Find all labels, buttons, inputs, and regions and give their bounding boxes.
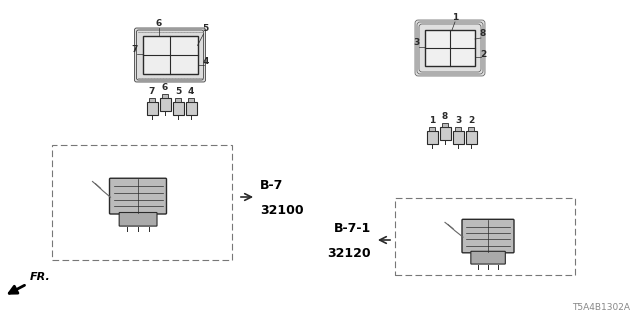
Text: 7: 7 (131, 45, 138, 54)
Text: 1: 1 (429, 116, 435, 125)
Bar (186, 101, 196, 115)
Text: 1: 1 (452, 13, 458, 22)
Text: FR.: FR. (30, 272, 51, 282)
FancyBboxPatch shape (109, 178, 166, 214)
Bar (175, 98, 181, 101)
Text: 6: 6 (156, 19, 162, 28)
Bar (440, 126, 451, 140)
Text: 5: 5 (202, 24, 209, 33)
Bar (147, 101, 157, 115)
FancyBboxPatch shape (417, 22, 483, 74)
Text: 2: 2 (480, 50, 486, 59)
Bar (452, 131, 463, 143)
Bar (162, 93, 168, 98)
FancyBboxPatch shape (471, 251, 506, 264)
Bar (143, 36, 198, 74)
Bar (425, 30, 475, 66)
Bar (188, 98, 194, 101)
Text: B-7: B-7 (260, 179, 284, 192)
FancyBboxPatch shape (136, 30, 204, 80)
Text: 2: 2 (468, 116, 474, 125)
Bar (426, 131, 438, 143)
Text: 8: 8 (442, 112, 448, 121)
Bar (149, 98, 155, 101)
FancyBboxPatch shape (419, 24, 481, 72)
Bar (442, 123, 448, 126)
Bar (52, 145, 232, 260)
Bar (455, 126, 461, 131)
FancyBboxPatch shape (119, 212, 157, 226)
Text: 7: 7 (149, 87, 155, 96)
Text: 3: 3 (455, 116, 461, 125)
Bar (159, 98, 170, 110)
Text: 4: 4 (188, 87, 194, 96)
Bar (465, 131, 477, 143)
Bar (429, 126, 435, 131)
FancyBboxPatch shape (415, 20, 485, 76)
Bar (173, 101, 184, 115)
Text: 5: 5 (175, 87, 181, 96)
FancyBboxPatch shape (462, 219, 514, 253)
Text: 32100: 32100 (260, 204, 303, 217)
Bar (468, 126, 474, 131)
Text: T5A4B1302A: T5A4B1302A (572, 303, 630, 312)
Text: 4: 4 (202, 58, 209, 67)
Text: 3: 3 (414, 38, 420, 47)
Text: 6: 6 (162, 83, 168, 92)
Text: 8: 8 (480, 29, 486, 38)
Text: B-7-1: B-7-1 (333, 222, 371, 235)
Text: 32120: 32120 (328, 247, 371, 260)
Bar (395, 198, 575, 275)
FancyBboxPatch shape (134, 28, 205, 82)
